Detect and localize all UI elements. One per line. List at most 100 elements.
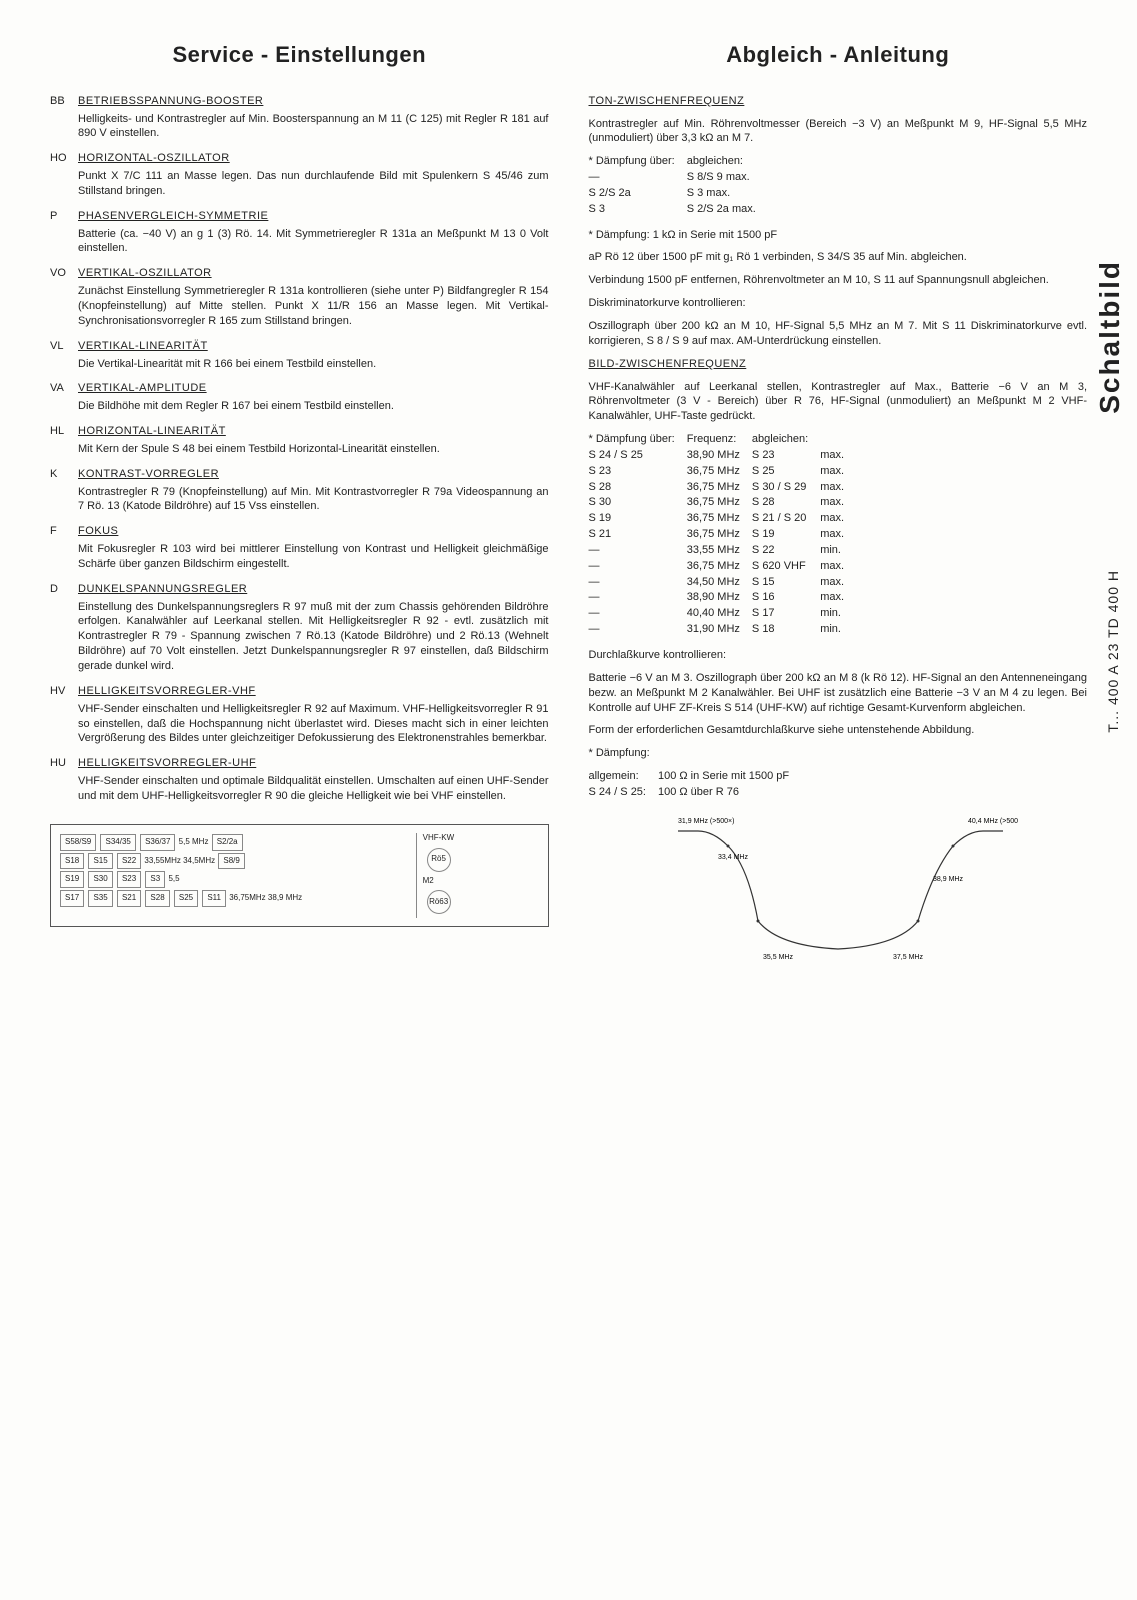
diag-freq: 5,5 MHz [179,837,209,846]
table-cell: max. [820,590,856,606]
entry-code: VO [50,266,78,328]
table-cell: S 24 / S 25 [589,448,687,464]
bild-p1: Batterie −6 V an M 3. Oszillograph über … [589,671,1088,716]
entry-text: Helligkeits- und Kontrastregler auf Min.… [78,112,549,142]
service-entry: VA VERTIKAL-AMPLITUDE Die Bildhöhe mit d… [50,381,549,414]
entry-text: Mit Kern der Spule S 48 bei einem Testbi… [78,442,549,457]
entry-title: VERTIKAL-LINEARITÄT [78,339,549,354]
entry-text: Kontrastregler R 79 (Knopfeinstellung) a… [78,485,549,515]
table-cell: 36,75 MHz [687,511,752,527]
table-cell: 100 Ω über R 76 [658,785,801,801]
entry-text: Mit Fokusregler R 103 wird bei mittlerer… [78,542,549,572]
table-row: S 2836,75 MHzS 30 / S 29max. [589,480,857,496]
ton-p1: aP Rö 12 über 1500 pF mit g₁ Rö 1 verbin… [589,250,1088,265]
diag-freq: 5,5 [168,874,179,883]
entry-title: HORIZONTAL-OSZILLATOR [78,151,549,166]
entry-title: HORIZONTAL-LINEARITÄT [78,424,549,439]
left-heading: Service - Einstellungen [50,40,549,70]
diag-freq: 38,9 MHz [268,893,302,902]
entry-code: VL [50,339,78,372]
curve-label: 40,4 MHz (>500×) [968,818,1018,825]
page: Service - Einstellungen BB BETRIEBSSPANN… [50,40,1087,961]
table-cell: S 22 [752,543,820,559]
diag-freq: 36,75MHz [229,893,265,902]
bild-intro: VHF-Kanalwähler auf Leerkanal stellen, K… [589,380,1088,425]
table-cell: max. [820,448,856,464]
entry-text: VHF-Sender einschalten und Helligkeitsre… [78,702,549,747]
entry-title: DUNKELSPANNUNGSREGLER [78,582,549,597]
entry-code: P [50,209,78,257]
table-cell: min. [820,543,856,559]
curve-label: 33,4 MHz [718,854,748,861]
curve-label: 38,9 MHz [933,876,963,883]
diag-label: S23 [117,871,141,888]
service-entry: D DUNKELSPANNUNGSREGLER Einstellung des … [50,582,549,674]
ton-note: * Dämpfung: 1 kΩ in Serie mit 1500 pF [589,228,1088,243]
diag-tube-icon: Rö5 [427,848,451,872]
table-cell: S 18 [752,622,820,638]
diag-label: S11 [202,890,226,907]
table-cell: max. [820,575,856,591]
table-cell: S 3 [589,202,687,218]
side-title: Schaltbild [1091,260,1129,414]
table-cell: — [589,543,687,559]
entry-text: Punkt X 7/C 111 an Masse legen. Das nun … [78,169,549,199]
table-cell: S 17 [752,606,820,622]
table-cell: 36,75 MHz [687,480,752,496]
bild-p2: Form der erforderlichen Gesamtdurchlaßku… [589,723,1088,738]
ton-p3h: Diskriminatorkurve kontrollieren: [589,296,1088,311]
left-column: Service - Einstellungen BB BETRIEBSSPANN… [50,40,549,961]
bild-th: * Dämpfung über: [589,432,687,448]
table-row: —34,50 MHzS 15max. [589,575,857,591]
curve-label: 35,5 MHz [763,954,793,961]
table-cell: 36,75 MHz [687,495,752,511]
table-cell: — [589,170,687,186]
table-cell: S 28 [752,495,820,511]
table-cell: S 23 [589,464,687,480]
table-cell: S 21 [589,527,687,543]
ton-intro: Kontrastregler auf Min. Röhrenvoltmesser… [589,117,1088,147]
table-row: S 3S 2/S 2a max. [589,202,768,218]
table-row: S 2/S 2aS 3 max. [589,186,768,202]
bild-th: Frequenz: [687,432,752,448]
diag-label: S21 [117,890,141,907]
table-cell: max. [820,495,856,511]
entry-text: Zunächst Einstellung Symmetrieregler R 1… [78,284,549,329]
table-cell: — [589,590,687,606]
service-entry: F FOKUS Mit Fokusregler R 103 wird bei m… [50,524,549,572]
diag-tube-icon: Rö63 [427,890,451,914]
table-cell: allgemein: [589,769,658,785]
entry-title: PHASENVERGLEICH-SYMMETRIE [78,209,549,224]
table-cell: — [589,622,687,638]
diag-label: S18 [60,853,84,870]
entry-text: Die Bildhöhe mit dem Regler R 167 bei ei… [78,399,549,414]
entry-code: D [50,582,78,674]
diag-label: M2 [423,876,540,887]
side-subtitle: T... 400 A 23 TD 400 H [1104,570,1123,733]
table-cell: 36,75 MHz [687,527,752,543]
entry-title: VERTIKAL-OSZILLATOR [78,266,549,281]
entry-code: HV [50,684,78,746]
diag-label: S28 [145,890,169,907]
bild-title: BILD-ZWISCHENFREQUENZ [589,357,1088,372]
diag-label: S34/35 [100,834,135,851]
entry-title: BETRIEBSSPANNUNG-BOOSTER [78,94,549,109]
diag-label: S25 [174,890,198,907]
passband-curve: 31,9 MHz (>500×) 33,4 MHz 40,4 MHz (>500… [658,811,1018,961]
table-row: allgemein:100 Ω in Serie mit 1500 pF [589,769,802,785]
service-entry: BB BETRIEBSSPANNUNG-BOOSTER Helligkeits-… [50,94,549,142]
table-cell: S 24 / S 25: [589,785,658,801]
table-cell: S 3 max. [687,186,768,202]
entry-code: K [50,467,78,515]
table-cell: 100 Ω in Serie mit 1500 pF [658,769,801,785]
table-cell: S 19 [589,511,687,527]
diag-label: VHF-KW [423,833,540,844]
table-cell: 38,90 MHz [687,590,752,606]
diag-label: S3 [145,871,165,888]
table-cell: S 30 [589,495,687,511]
service-entry: P PHASENVERGLEICH-SYMMETRIE Batterie (ca… [50,209,549,257]
service-entry: VO VERTIKAL-OSZILLATOR Zunächst Einstell… [50,266,549,328]
diag-freq: 34,5MHz [183,856,215,865]
table-cell: max. [820,511,856,527]
table-cell: S 21 / S 20 [752,511,820,527]
